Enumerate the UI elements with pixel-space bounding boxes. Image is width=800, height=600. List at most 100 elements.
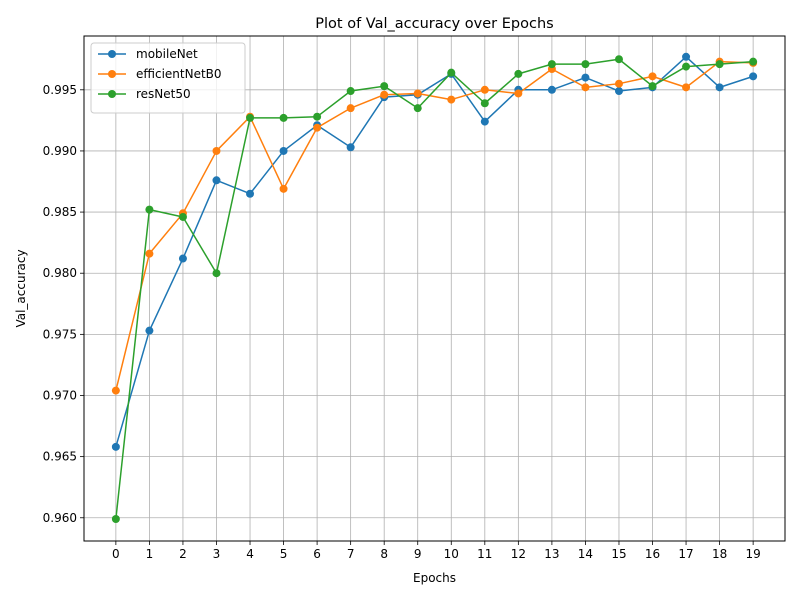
y-tick-label: 0.975 [43, 327, 77, 341]
y-tick-label: 0.985 [43, 205, 77, 219]
x-tick-label: 9 [414, 547, 422, 561]
y-tick-label: 0.965 [43, 450, 77, 464]
x-tick-label: 8 [380, 547, 388, 561]
x-tick-label: 6 [313, 547, 321, 561]
axes-frame [83, 35, 786, 542]
x-tick-label: 2 [179, 547, 187, 561]
y-tick-label: 0.970 [43, 388, 77, 402]
data-point [480, 85, 489, 94]
x-axis-label: Epochs [413, 571, 456, 585]
data-point [447, 68, 456, 77]
data-point [346, 143, 355, 152]
data-point [581, 83, 590, 92]
x-tick-label: 17 [678, 547, 693, 561]
y-tick-label: 0.990 [43, 144, 77, 158]
x-tick-label: 3 [213, 547, 221, 561]
x-tick-label: 10 [444, 547, 459, 561]
data-point [313, 123, 322, 132]
data-point [682, 52, 691, 61]
data-point [514, 89, 523, 98]
y-axis-label: Val_accuracy [14, 249, 28, 327]
legend-marker [108, 70, 116, 78]
legend: mobileNet efficientNetB0 resNet50 [90, 42, 246, 114]
legend-item: mobileNet [98, 47, 198, 61]
data-point [547, 85, 556, 94]
data-point [749, 57, 758, 66]
legend-label: efficientNetB0 [136, 67, 222, 81]
data-point [279, 184, 288, 193]
data-point [547, 60, 556, 69]
data-point [380, 90, 389, 99]
x-tick-label: 13 [544, 547, 559, 561]
x-tick-label: 16 [645, 547, 660, 561]
data-point [648, 82, 657, 91]
chart-title: Plot of Val_accuracy over Epochs [315, 16, 553, 32]
data-point [514, 69, 523, 78]
legend-label: mobileNet [136, 47, 198, 61]
data-point [413, 104, 422, 113]
series-line-efficientNetB0 [115, 60, 754, 391]
y-tick-label: 0.995 [43, 83, 77, 97]
data-point [614, 79, 623, 88]
series-layer [111, 52, 758, 523]
x-tick-label: 12 [511, 547, 526, 561]
data-point [614, 55, 623, 64]
data-point [212, 176, 221, 185]
data-point [111, 386, 120, 395]
data-point [715, 83, 724, 92]
data-point [145, 205, 154, 214]
x-tick-label: 4 [246, 547, 254, 561]
y-axis: 0.960 0.965 0.970 0.975 0.980 0.985 0.990 0.995 [43, 83, 84, 525]
data-point [614, 87, 623, 96]
data-point [749, 72, 758, 81]
data-point [111, 442, 120, 451]
data-point [145, 326, 154, 335]
data-point [480, 99, 489, 108]
data-point [682, 83, 691, 92]
series-resNet50 [111, 55, 758, 523]
data-point [480, 117, 489, 126]
legend-box [90, 42, 246, 114]
data-point [246, 189, 255, 198]
series-line-mobileNet [115, 56, 754, 448]
x-tick-label: 1 [146, 547, 154, 561]
data-point [246, 113, 255, 122]
data-point [581, 60, 590, 69]
y-tick-label: 0.960 [43, 511, 77, 525]
x-tick-label: 18 [712, 547, 727, 561]
data-point [313, 112, 322, 121]
data-point [346, 104, 355, 113]
series-line-resNet50 [115, 58, 754, 520]
legend-label: resNet50 [136, 87, 191, 101]
data-point [380, 82, 389, 91]
data-point [178, 254, 187, 263]
data-point [178, 212, 187, 221]
x-tick-label: 7 [347, 547, 355, 561]
x-tick-label: 14 [578, 547, 593, 561]
data-point [648, 72, 657, 81]
data-point [682, 62, 691, 71]
data-point [715, 60, 724, 69]
data-point [413, 89, 422, 98]
legend-marker [108, 90, 116, 98]
x-tick-label: 19 [745, 547, 760, 561]
x-tick-label: 11 [477, 547, 492, 561]
x-axis: 0 1 2 3 4 5 6 7 8 9 10 11 12 13 14 15 16 17 18 19 [112, 541, 761, 561]
data-point [279, 146, 288, 155]
legend-item: efficientNetB0 [98, 67, 222, 81]
data-point [212, 269, 221, 278]
x-tick-label: 0 [112, 547, 120, 561]
data-point [212, 146, 221, 155]
data-point [346, 87, 355, 96]
legend-item: resNet50 [98, 87, 191, 101]
legend-marker [108, 50, 116, 58]
data-point [145, 249, 154, 258]
data-point [279, 113, 288, 122]
data-point [111, 514, 120, 523]
x-tick-label: 5 [280, 547, 288, 561]
data-point [447, 95, 456, 104]
x-tick-label: 15 [611, 547, 626, 561]
y-tick-label: 0.980 [43, 266, 77, 280]
data-point [581, 73, 590, 82]
